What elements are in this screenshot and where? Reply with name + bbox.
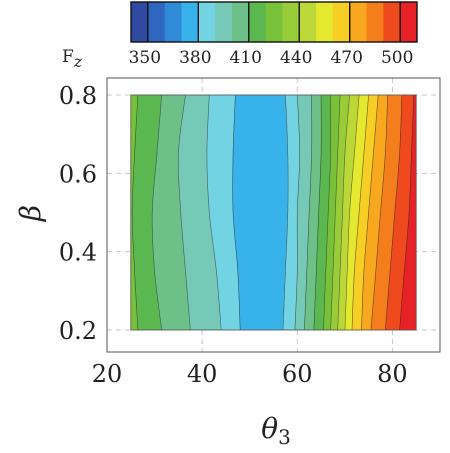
contour-line bbox=[323, 94, 332, 331]
contour-line bbox=[177, 94, 191, 331]
y-axis-title: β bbox=[14, 205, 47, 222]
y-tick-label: 0.2 bbox=[59, 317, 97, 345]
colorbar-swatch bbox=[316, 2, 334, 42]
colorbar-tick-label: 500 bbox=[381, 48, 413, 68]
colorbar bbox=[130, 1, 418, 43]
colorbar-tick-labels: 350 380 410 440 470 500 bbox=[129, 48, 414, 68]
x-axis-title: θ3 bbox=[261, 412, 291, 449]
contour-line bbox=[313, 94, 322, 331]
y-tick-label: 0.8 bbox=[59, 82, 97, 110]
colorbar-title: Fz bbox=[62, 47, 83, 71]
colorbar-swatch bbox=[282, 2, 300, 42]
colorbar-swatch bbox=[147, 2, 166, 42]
contour-line bbox=[151, 94, 162, 331]
contour-line bbox=[206, 94, 222, 331]
contour-line bbox=[232, 94, 241, 331]
y-tick-label: 0.4 bbox=[59, 239, 97, 267]
contour-line bbox=[282, 94, 289, 331]
colorbar-title-sub: z bbox=[73, 52, 83, 71]
contour-line bbox=[344, 94, 360, 331]
colorbar-swatch bbox=[164, 2, 182, 42]
contour-line bbox=[337, 94, 350, 331]
colorbar-swatch bbox=[265, 2, 283, 42]
contour-line bbox=[370, 94, 388, 331]
y-tick-label: 0.6 bbox=[59, 160, 97, 188]
colorbar-tick-label: 440 bbox=[280, 48, 312, 68]
y-tick-labels: 0.2 0.4 0.6 0.8 bbox=[59, 82, 97, 345]
colorbar-tick-label: 470 bbox=[330, 48, 362, 68]
contour-line bbox=[304, 94, 313, 331]
colorbar-swatch bbox=[198, 2, 216, 42]
x-tick-label: 80 bbox=[377, 360, 408, 388]
colorbar-swatch bbox=[383, 2, 401, 42]
plot-frame bbox=[106, 77, 441, 353]
colorbar-swatch bbox=[299, 2, 317, 42]
contour-region-outline bbox=[130, 94, 417, 331]
contour-line bbox=[330, 94, 341, 331]
contour-bands bbox=[130, 94, 417, 331]
contour-line bbox=[294, 94, 301, 331]
x-axis-title-main: θ bbox=[261, 412, 278, 445]
colorbar-tick-label: 380 bbox=[179, 48, 211, 68]
contour-line bbox=[399, 94, 415, 331]
contour-line bbox=[361, 94, 379, 331]
x-axis-title-sub: 3 bbox=[278, 425, 291, 449]
colorbar-swatch bbox=[215, 2, 233, 42]
colorbar-tick-label: 350 bbox=[129, 48, 161, 68]
colorbar-swatch bbox=[248, 2, 267, 42]
contour-line bbox=[385, 94, 403, 331]
x-tick-label: 20 bbox=[92, 360, 123, 388]
colorbar-swatch bbox=[366, 2, 384, 42]
colorbar-swatch bbox=[332, 2, 351, 42]
contour-line bbox=[131, 94, 139, 331]
colorbar-swatch bbox=[349, 2, 368, 42]
contour-band bbox=[232, 94, 289, 331]
x-tick-labels: 20 40 60 80 bbox=[92, 360, 408, 388]
colorbar-frame bbox=[130, 1, 418, 43]
contour-line bbox=[351, 94, 369, 331]
colorbar-swatch bbox=[231, 2, 250, 42]
colorbar-tick-label: 410 bbox=[230, 48, 262, 68]
x-tick-label: 40 bbox=[187, 360, 218, 388]
colorbar-swatch bbox=[131, 2, 149, 42]
x-tick-label: 60 bbox=[282, 360, 313, 388]
colorbar-swatch bbox=[400, 2, 418, 42]
colorbar-title-main: F bbox=[62, 47, 74, 67]
colorbar-swatch bbox=[181, 2, 199, 42]
